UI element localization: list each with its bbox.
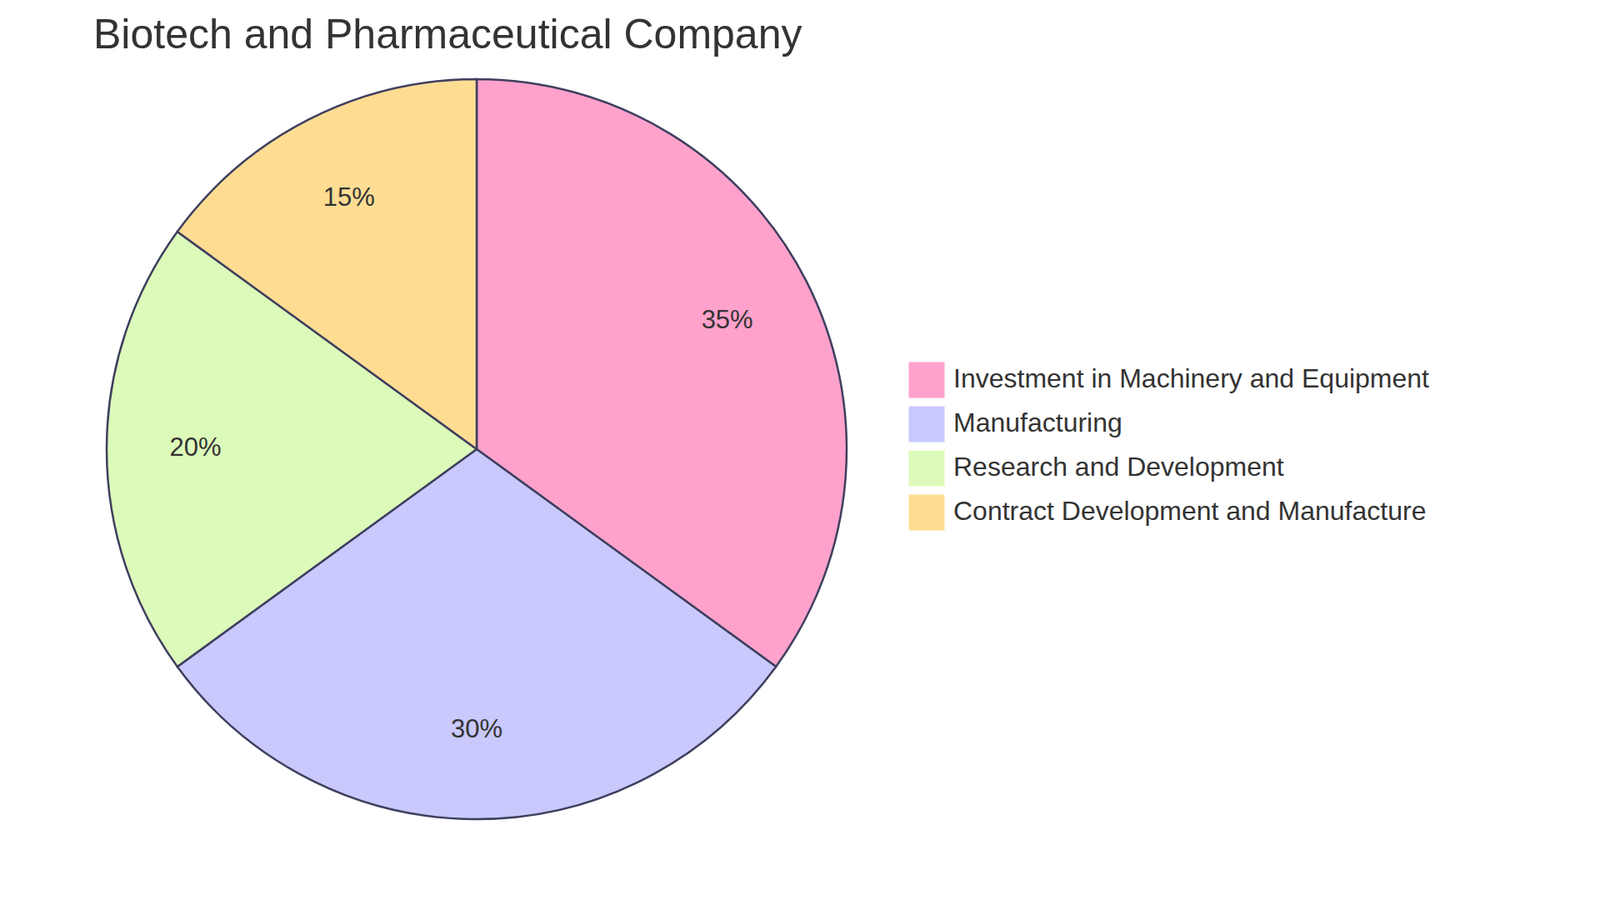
data-label: 30% [450, 714, 503, 744]
data-label: 35% [701, 305, 754, 335]
legend-swatch [908, 405, 945, 443]
legend-label: Manufacturing [953, 407, 1123, 438]
data-label: 20% [170, 432, 222, 462]
title: Biotech and Pharmaceutical Company [93, 10, 802, 58]
legend-label: Contract Development and Manufacture [953, 495, 1426, 526]
legend: Investment in Machinery and Equipment Man… [908, 361, 1430, 531]
legend-swatch [908, 450, 945, 487]
legend-swatch [908, 361, 945, 399]
data-label: 15% [323, 182, 375, 212]
legend-swatch [908, 494, 945, 531]
pie [106, 79, 847, 820]
legend-label: Investment in Machinery and Equipment [953, 363, 1430, 394]
legend-label: Research and Development [953, 451, 1285, 482]
chart: Biotech and Pharmaceutical Company 35% 30%… [0, 0, 1600, 900]
slice [177, 79, 477, 450]
